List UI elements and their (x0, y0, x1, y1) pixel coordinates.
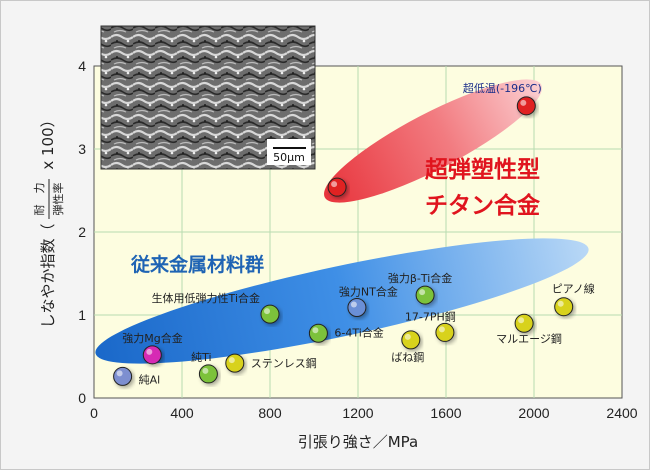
data-label: 生体用低弾力性Ti合金 (152, 291, 260, 305)
data-point-highlight (419, 289, 426, 296)
data-label: 6-4Ti合金 (334, 325, 383, 339)
data-label: ばね鋼 (391, 350, 424, 364)
y-axis-title-numerator: 耐 力 (33, 183, 46, 216)
y-tick-label: 1 (78, 307, 86, 323)
data-label: マルエージ鋼 (496, 331, 562, 345)
data-point (198, 364, 218, 384)
y-axis-title: しなやか指数（ 耐 力 弾性率 x 100） (33, 112, 65, 328)
y-tick-label: 2 (78, 224, 86, 240)
data-point-highlight (264, 308, 270, 315)
data-point (554, 297, 574, 317)
data-point (435, 322, 455, 342)
data-point-highlight (202, 367, 209, 374)
data-label: 強力β-Ti合金 (388, 271, 452, 285)
data-label: 強力NT合金 (339, 285, 398, 299)
y-tick-label: 4 (78, 58, 86, 74)
data-point-highlight (518, 317, 525, 324)
superelastic-ti-band (324, 79, 542, 203)
x-tick-label: 2400 (606, 405, 637, 421)
x-tick-label: 0 (90, 405, 98, 421)
data-point-highlight (331, 181, 338, 188)
data-point (225, 353, 245, 373)
scale-bar-box (267, 139, 311, 165)
data-label: ステンレス鋼 (251, 356, 317, 370)
x-tick-label: 400 (170, 405, 194, 421)
data-point-highlight (404, 333, 411, 340)
data-point-highlight (312, 327, 319, 334)
y-tick-label: 3 (78, 141, 86, 157)
data-point-highlight (350, 301, 357, 308)
y-axis-title-suffix: x 100） (39, 112, 57, 169)
axis-ticks: 0 400 800 1200 1600 2000 2400 0 1 2 3 4 (78, 58, 638, 421)
y-tick-label: 0 (78, 390, 86, 406)
data-point-highlight (520, 99, 527, 106)
x-tick-label: 2000 (518, 405, 549, 421)
data-point (347, 298, 367, 318)
data-label: 17-7PH鋼 (405, 309, 456, 323)
data-point (514, 313, 534, 333)
x-tick-label: 800 (258, 405, 282, 421)
data-point-highlight (228, 357, 235, 364)
data-label: 超低温(-196℃) (463, 81, 542, 95)
data-point-highlight (116, 370, 123, 377)
x-tick-label: 1200 (342, 405, 373, 421)
data-point (260, 304, 280, 324)
data-point (516, 96, 536, 116)
group-label-superelastic-line1: 超弾塑性型 (425, 156, 540, 183)
x-axis-title: 引張り強さ／MPa (298, 433, 419, 451)
data-point-highlight (557, 300, 564, 307)
micrograph-inset: 50μm (100, 25, 316, 170)
data-label: ピアノ線 (552, 282, 595, 296)
data-point-highlight (438, 326, 445, 333)
data-points (113, 96, 574, 386)
data-label: 純Ti (191, 351, 211, 364)
data-point (142, 345, 162, 365)
data-point (113, 366, 133, 386)
data-label: 純Al (139, 373, 161, 386)
group-label-conventional: 従来金属材料群 (130, 253, 264, 276)
y-axis-title-main: しなやか指数（ (39, 223, 57, 328)
data-label: 強力Mg合金 (122, 331, 182, 345)
conventional-metals-band (95, 238, 589, 364)
data-point (327, 177, 347, 197)
x-tick-label: 1600 (430, 405, 461, 421)
data-point (415, 285, 435, 305)
data-point (308, 323, 328, 343)
data-point (401, 330, 421, 350)
scale-bar-label: 50μm (273, 151, 305, 164)
y-axis-title-denominator: 弾性率 (51, 183, 65, 216)
group-label-superelastic-line2: チタン合金 (425, 192, 541, 219)
data-point-highlight (146, 348, 153, 355)
